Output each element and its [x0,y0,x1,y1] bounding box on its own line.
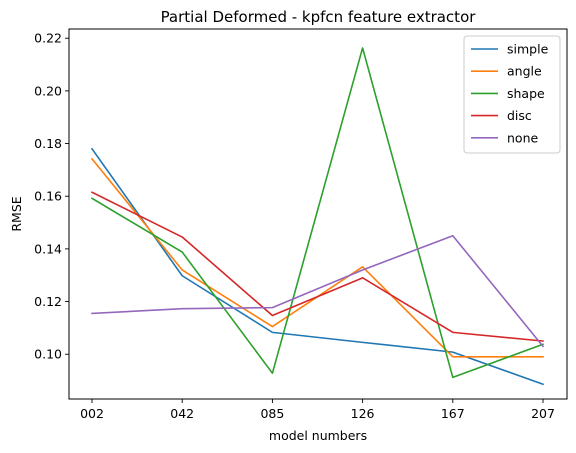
x-tick-label: 207 [531,406,555,421]
y-tick-label: 0.16 [34,189,62,204]
x-axis-title: model numbers [269,428,367,443]
series-line-angle [90,157,544,358]
y-tick-label: 0.18 [34,136,62,151]
legend-label-disc: disc [507,108,532,123]
series-line-shape [90,47,545,379]
y-tick-label: 0.14 [34,241,62,256]
series-line-simple [90,147,545,386]
legend-box [463,35,561,154]
y-tick-label: 0.22 [34,31,62,46]
legend-label-shape: shape [507,86,545,101]
legend-label-simple: simple [507,42,549,57]
legend-label-none: none [507,130,538,145]
y-axis: 0.10 0.12 0.14 0.16 0.18 0.20 0.22 [34,31,69,362]
legend-label-angle: angle [507,64,542,79]
x-tick-label: 042 [170,406,194,421]
y-axis-title: RMSE [9,196,24,231]
x-tick-label: 167 [441,406,465,421]
x-tick-label: 085 [260,406,284,421]
series-layer [90,47,545,386]
x-axis: 002 042 085 126 167 207 [80,399,555,421]
y-tick-label: 0.10 [34,347,62,362]
plot-area-frame [68,28,568,400]
legend: simple angle shape disc none [463,35,561,154]
series-line-disc [90,191,544,342]
y-tick-label: 0.20 [34,83,62,98]
x-tick-label: 002 [80,406,104,421]
y-tick-label: 0.12 [34,294,62,309]
series-line-none [91,234,545,348]
chart-title: Partial Deformed - kpfcn feature extract… [161,8,477,26]
x-tick-label: 126 [351,406,375,421]
